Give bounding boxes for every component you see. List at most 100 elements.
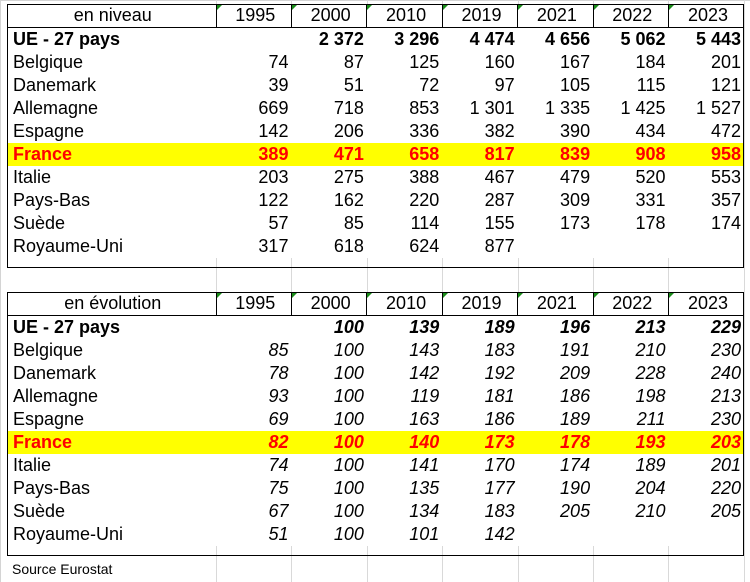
value-cell[interactable] xyxy=(593,523,668,546)
value-cell[interactable]: 142 xyxy=(258,121,289,141)
value-cell[interactable]: 51 xyxy=(268,524,289,544)
value-cell[interactable]: 174 xyxy=(560,455,591,475)
value-cell[interactable]: 173 xyxy=(560,213,591,233)
value-cell[interactable]: 72 xyxy=(419,75,440,95)
value-cell[interactable]: 125 xyxy=(409,52,440,72)
value-cell[interactable]: 220 xyxy=(409,190,440,210)
value-cell[interactable]: 1 425 xyxy=(620,98,666,118)
value-cell[interactable]: 100 xyxy=(333,317,364,337)
value-cell[interactable]: 100 xyxy=(333,478,364,498)
value-cell[interactable]: 170 xyxy=(484,455,515,475)
value-cell[interactable]: 177 xyxy=(484,478,515,498)
value-cell[interactable]: 472 xyxy=(710,121,741,141)
value-cell[interactable]: 93 xyxy=(268,386,289,406)
table-header-label[interactable]: en évolution xyxy=(7,292,217,316)
value-cell[interactable]: 134 xyxy=(409,501,440,521)
value-cell[interactable]: 275 xyxy=(333,167,364,187)
value-cell[interactable]: 162 xyxy=(333,190,364,210)
value-cell[interactable]: 228 xyxy=(635,363,666,383)
value-cell[interactable]: 287 xyxy=(484,190,515,210)
country-cell[interactable]: France xyxy=(7,143,217,166)
year-header[interactable]: 2021 xyxy=(517,4,594,28)
value-cell[interactable]: 853 xyxy=(409,98,440,118)
country-cell[interactable]: Suède xyxy=(13,501,66,521)
year-header[interactable]: 1995 xyxy=(215,292,292,316)
value-cell[interactable]: 220 xyxy=(710,478,741,498)
value-cell[interactable]: 121 xyxy=(710,75,741,95)
table-header-label[interactable]: en niveau xyxy=(7,4,217,28)
country-cell[interactable]: UE - 27 pays xyxy=(13,317,121,337)
value-cell[interactable]: 160 xyxy=(484,52,515,72)
value-cell[interactable]: 190 xyxy=(560,478,591,498)
year-header[interactable]: 2022 xyxy=(592,292,669,316)
year-header[interactable]: 2022 xyxy=(592,4,669,28)
value-cell[interactable]: 101 xyxy=(409,524,440,544)
value-cell[interactable]: 206 xyxy=(333,121,364,141)
country-cell[interactable]: Royaume-Uni xyxy=(13,236,124,256)
country-cell[interactable]: Danemark xyxy=(13,75,97,95)
value-cell[interactable]: 201 xyxy=(710,52,741,72)
value-cell[interactable]: 186 xyxy=(560,386,591,406)
value-cell[interactable]: 5 062 xyxy=(620,29,666,49)
value-cell[interactable]: 178 xyxy=(635,213,666,233)
value-cell[interactable]: 119 xyxy=(410,386,440,406)
value-cell[interactable]: 142 xyxy=(409,363,440,383)
value-cell[interactable]: 163 xyxy=(409,409,440,429)
value-cell[interactable]: 114 xyxy=(410,213,440,233)
value-cell[interactable]: 74 xyxy=(268,52,289,72)
value-cell[interactable]: 210 xyxy=(635,501,666,521)
value-cell[interactable]: 309 xyxy=(560,190,591,210)
value-cell[interactable]: 189 xyxy=(560,409,591,429)
value-cell[interactable]: 140 xyxy=(366,431,443,454)
year-header[interactable]: 2010 xyxy=(366,4,443,28)
country-cell[interactable]: UE - 27 pays xyxy=(13,29,121,49)
value-cell[interactable]: 553 xyxy=(710,167,741,187)
value-cell[interactable]: 143 xyxy=(409,340,440,360)
value-cell[interactable]: 210 xyxy=(635,340,666,360)
value-cell[interactable]: 389 xyxy=(216,143,292,166)
value-cell[interactable] xyxy=(669,523,745,546)
value-cell[interactable]: 105 xyxy=(560,75,591,95)
value-cell[interactable]: 192 xyxy=(484,363,515,383)
value-cell[interactable]: 336 xyxy=(409,121,440,141)
value-cell[interactable]: 82 xyxy=(216,431,292,454)
value-cell[interactable]: 877 xyxy=(484,236,515,256)
value-cell[interactable]: 198 xyxy=(635,386,666,406)
value-cell[interactable]: 100 xyxy=(333,363,364,383)
value-cell[interactable]: 181 xyxy=(484,386,515,406)
value-cell[interactable] xyxy=(216,316,291,340)
country-cell[interactable]: Belgique xyxy=(13,340,84,360)
value-cell[interactable]: 211 xyxy=(636,409,666,429)
value-cell[interactable]: 100 xyxy=(333,409,364,429)
country-cell[interactable]: Allemagne xyxy=(13,98,99,118)
year-header[interactable]: 2010 xyxy=(366,292,443,316)
year-header[interactable]: 2019 xyxy=(441,4,518,28)
value-cell[interactable]: 183 xyxy=(484,340,515,360)
value-cell[interactable]: 167 xyxy=(560,52,591,72)
country-cell[interactable]: Danemark xyxy=(13,363,97,383)
value-cell[interactable]: 618 xyxy=(333,236,364,256)
country-cell[interactable]: Belgique xyxy=(13,52,84,72)
value-cell[interactable]: 669 xyxy=(258,98,289,118)
value-cell[interactable]: 839 xyxy=(517,143,594,166)
value-cell[interactable]: 135 xyxy=(409,478,440,498)
value-cell[interactable]: 74 xyxy=(268,455,289,475)
value-cell[interactable]: 240 xyxy=(710,363,741,383)
value-cell[interactable]: 1 301 xyxy=(469,98,515,118)
country-cell[interactable]: Royaume-Uni xyxy=(13,524,124,544)
value-cell[interactable] xyxy=(518,235,593,258)
value-cell[interactable]: 97 xyxy=(494,75,515,95)
value-cell[interactable]: 467 xyxy=(484,167,515,187)
value-cell[interactable]: 204 xyxy=(635,478,666,498)
value-cell[interactable]: 382 xyxy=(484,121,515,141)
country-cell[interactable]: Pays-Bas xyxy=(13,478,91,498)
value-cell[interactable]: 4 656 xyxy=(545,29,591,49)
value-cell[interactable]: 434 xyxy=(635,121,666,141)
country-cell[interactable]: France xyxy=(7,431,217,454)
value-cell[interactable]: 178 xyxy=(517,431,594,454)
value-cell[interactable] xyxy=(593,235,668,258)
year-header[interactable]: 1995 xyxy=(215,4,292,28)
value-cell[interactable] xyxy=(216,28,291,52)
value-cell[interactable]: 75 xyxy=(268,478,289,498)
value-cell[interactable]: 186 xyxy=(484,409,515,429)
